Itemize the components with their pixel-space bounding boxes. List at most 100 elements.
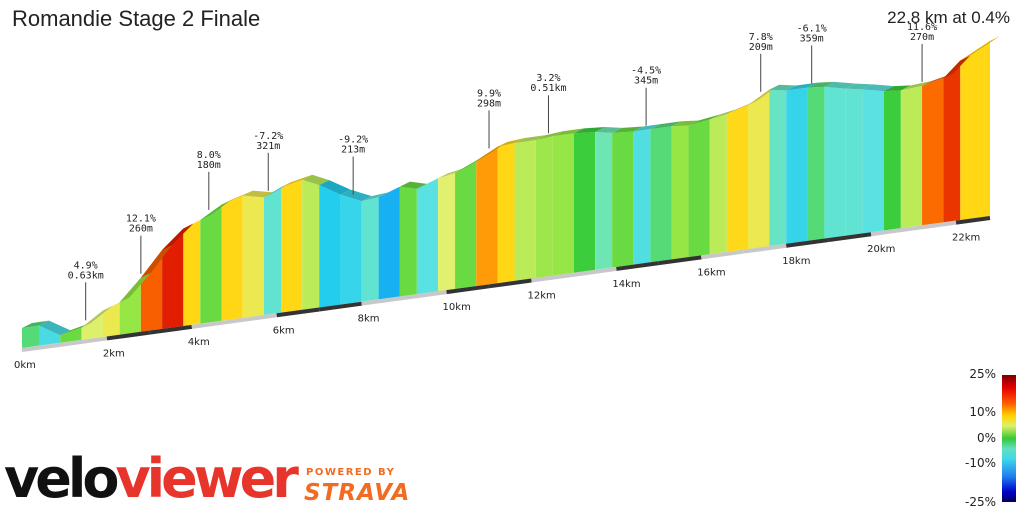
- annotation-grade-label: 3.2%: [536, 73, 560, 84]
- baseline-band: [785, 238, 829, 248]
- annotation-grade-label: -7.2%: [253, 131, 283, 142]
- profile-segment-top: [102, 297, 130, 311]
- x-tick-label: 0km: [14, 360, 36, 371]
- profile-segment: [81, 310, 103, 340]
- profile-segment: [845, 88, 863, 236]
- legend-label-0: 0%: [976, 431, 996, 445]
- x-tick-label: 12km: [527, 291, 555, 302]
- profile-segment-top: [319, 180, 351, 195]
- baseline-band: [955, 216, 991, 225]
- profile-segment: [416, 178, 439, 295]
- profile-segment-top: [302, 174, 330, 186]
- profile-segment: [650, 126, 672, 263]
- profile-segment-top: [22, 320, 49, 328]
- baseline-band: [870, 226, 914, 237]
- profile-segment-top: [280, 174, 313, 188]
- profile-segment: [221, 195, 243, 321]
- baseline-band: [828, 232, 872, 242]
- profile-segment-top: [612, 126, 644, 133]
- annotation-length-label: 298m: [477, 98, 501, 109]
- profile-segment: [476, 146, 498, 287]
- profile-segment: [60, 327, 82, 343]
- profile-segment-top: [438, 167, 466, 179]
- x-tick-label: 18km: [782, 256, 810, 267]
- profile-segment: [119, 277, 141, 335]
- profile-segment-top: [943, 55, 971, 79]
- profile-segment: [183, 219, 201, 326]
- profile-segment: [140, 249, 163, 332]
- profile-segment-top: [162, 223, 194, 250]
- profile-segment: [264, 187, 281, 315]
- x-tick-label: 22km: [952, 233, 980, 244]
- annotation-grade-label: -9.2%: [338, 135, 368, 146]
- profile-segment: [514, 140, 536, 281]
- profile-segment: [943, 60, 961, 223]
- baseline-band: [21, 342, 65, 352]
- profile-segment-top: [221, 190, 253, 205]
- profile-segment-top: [361, 192, 389, 202]
- x-tick-label: 14km: [612, 279, 640, 290]
- annotation-grade-label: 9.9%: [477, 88, 501, 99]
- profile-segment-top: [340, 189, 372, 202]
- annotation-grade-label: 11.6%: [907, 22, 937, 33]
- annotation-length-label: 209m: [749, 42, 773, 53]
- profile-segment: [162, 228, 184, 329]
- profile-segment: [633, 129, 651, 265]
- annotation-length-label: 0.63km: [68, 270, 104, 281]
- x-tick-label: 4km: [188, 337, 210, 348]
- baseline-band: [488, 278, 532, 289]
- profile-segment-top: [845, 83, 873, 90]
- baseline-band: [743, 243, 787, 254]
- profile-segment-top: [119, 272, 151, 303]
- x-tick-label: 10km: [443, 302, 471, 313]
- powered-by-label: POWERED BY: [306, 467, 396, 478]
- veloviewer-logo: veloviewer: [4, 447, 299, 510]
- baseline-band: [191, 319, 235, 329]
- profile-segment: [340, 194, 362, 305]
- x-tick-label: 8km: [358, 314, 380, 325]
- profile-segment-top: [514, 135, 546, 144]
- profile-segment: [102, 302, 120, 337]
- baseline-band: [318, 301, 362, 312]
- profile-segment: [807, 86, 825, 241]
- profile-segment-top: [455, 155, 487, 173]
- legend-label-minus-10: -10%: [964, 456, 996, 470]
- annotation-length-label: 0.51km: [530, 83, 566, 94]
- baseline-band: [234, 313, 278, 324]
- baseline-band: [64, 336, 108, 347]
- baseline-band: [149, 324, 193, 335]
- profile-segment: [960, 41, 990, 221]
- baseline-band: [446, 284, 490, 295]
- baseline-band: [701, 249, 745, 260]
- profile-segment: [319, 185, 341, 308]
- gradient-color-scale: [1002, 375, 1016, 502]
- profile-segment: [438, 172, 456, 292]
- profile-segment-top: [709, 109, 737, 120]
- profile-segment: [302, 179, 320, 310]
- profile-segment-top: [200, 199, 232, 220]
- profile-segment: [748, 89, 770, 249]
- profile-segment-top: [807, 81, 835, 88]
- profile-segment-top: [242, 190, 274, 198]
- baseline-band: [276, 307, 320, 318]
- profile-segment: [399, 186, 417, 297]
- profile-segment-top: [573, 127, 606, 134]
- profile-segment: [922, 78, 944, 226]
- profile-segment: [242, 195, 264, 318]
- profile-segment-top: [633, 124, 661, 132]
- annotation-grade-label: 8.0%: [197, 150, 221, 161]
- annotation-length-label: 270m: [910, 32, 934, 43]
- profile-segment-top: [688, 114, 720, 126]
- profile-segment-top: [900, 80, 933, 91]
- profile-segment: [824, 86, 846, 239]
- profile-segment: [671, 125, 689, 260]
- x-tick-label: 2km: [103, 348, 125, 359]
- profile-segment: [883, 90, 901, 231]
- profile-segment: [726, 105, 748, 252]
- annotation-length-label: 213m: [341, 145, 365, 156]
- baseline-band: [658, 255, 702, 266]
- profile-segment: [573, 132, 596, 273]
- profile-segment-top: [552, 128, 584, 137]
- profile-segment: [200, 204, 222, 324]
- profile-segment-top: [769, 84, 797, 91]
